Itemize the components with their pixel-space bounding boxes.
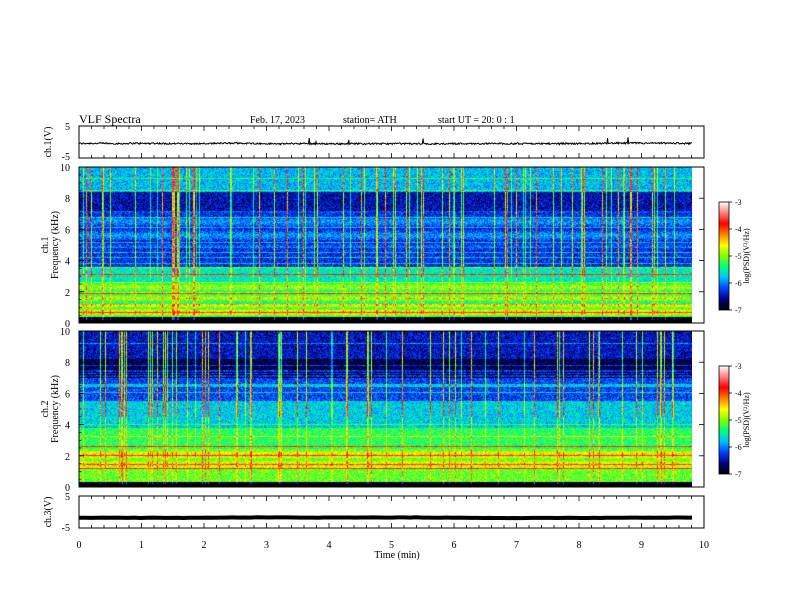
freq-tick-label: 0 <box>65 483 70 494</box>
freq-tick-label: 4 <box>65 421 70 432</box>
colorbar-tick-label: -4 <box>735 389 742 398</box>
ch1-freq-ticks: 0 2 4 6 8 10 <box>60 163 704 330</box>
time-tick-label: 5 <box>389 540 394 551</box>
freq-tick-label: 2 <box>65 288 70 299</box>
ch2-colorbar-label: log(PSD)(V²/Hz) <box>742 392 751 448</box>
ch2-spectrogram-gap <box>692 331 704 487</box>
colorbar-tick-label: -7 <box>735 306 742 315</box>
colorbar-tick-label: -5 <box>735 416 742 425</box>
ch2-colorbar-ticks: -3 -4 -5 -6 -7 <box>729 362 742 479</box>
time-tick-label: 10 <box>699 540 709 551</box>
time-tick-label: 3 <box>264 540 269 551</box>
freq-tick-label: 6 <box>65 389 70 400</box>
freq-tick-label: 0 <box>65 319 70 330</box>
time-tick-label: 7 <box>514 540 519 551</box>
colorbar-tick-label: -4 <box>735 225 742 234</box>
ch1-colorbar-bar <box>718 201 730 311</box>
ch1-spectrogram-panel: 0 2 4 6 8 10 ch.1 Frequency (kHz) <box>40 163 705 330</box>
colorbar-tick-label: -6 <box>735 279 742 288</box>
ch1-freq-label: Frequency (kHz) <box>50 211 61 279</box>
colorbar-tick-label: -3 <box>735 198 742 207</box>
time-tick-label: 4 <box>327 540 332 551</box>
ch1-waveform <box>78 137 693 147</box>
freq-tick-label: 6 <box>65 225 70 236</box>
figure-title: VLF Spectra <box>79 112 141 126</box>
ch3-frame <box>78 495 705 529</box>
ch1-colorbar: -3 -4 -5 -6 -7 log(PSD)(V²/Hz) <box>718 198 751 315</box>
station-label: station= ATH <box>343 115 397 126</box>
colorbar-tick-label: -6 <box>735 443 742 452</box>
time-tick-label: 9 <box>639 540 644 551</box>
ch2-freq-label: Frequency (kHz) <box>50 375 61 443</box>
ch1-tick-top: 5 <box>65 122 70 133</box>
time-tick-label: 1 <box>139 540 144 551</box>
ch2-spectrogram-panel: 0 2 4 6 8 10 ch.2 Frequency (kHz) <box>40 327 705 494</box>
freq-tick-label: 8 <box>65 358 70 369</box>
ch1-spectrogram-holder <box>79 167 692 323</box>
time-tick-label: 0 <box>77 540 82 551</box>
freq-tick-label: 4 <box>65 257 70 268</box>
time-axis-label: Time (min) <box>374 550 419 561</box>
ch1-colorbar-label: log(PSD)(V²/Hz) <box>742 228 751 284</box>
time-axis-tick-labels: 0 1 2 3 4 5 6 7 8 9 10 <box>77 540 710 551</box>
ch2-freq-ticks: 0 2 4 6 8 10 <box>60 327 704 494</box>
ch3-panel: 5 -5 ch.3(V) <box>43 331 705 534</box>
ch3-waveform <box>79 515 692 521</box>
ch1-channel-label: ch.1 <box>40 237 51 254</box>
ch3-xticks <box>78 331 705 528</box>
ch1-tick-bottom: -5 <box>62 152 70 163</box>
colorbar-tick-label: -3 <box>735 362 742 371</box>
ch3-tick-top: 5 <box>65 492 70 503</box>
date-label: Feb. 17, 2023 <box>250 115 305 126</box>
freq-tick-label: 10 <box>60 163 70 174</box>
ch3-tick-bottom: -5 <box>62 523 70 534</box>
ch3-ylabel: ch.3(V) <box>43 497 54 528</box>
colorbar-tick-label: -5 <box>735 252 742 261</box>
start-time-label: start UT = 20: 0 : 1 <box>438 115 515 126</box>
ch1-frame <box>78 125 705 159</box>
time-tick-label: 6 <box>452 540 457 551</box>
colorbar-tick-label: -7 <box>735 470 742 479</box>
ch2-channel-label: ch.2 <box>40 401 51 418</box>
time-tick-label: 8 <box>577 540 582 551</box>
freq-tick-label: 2 <box>65 452 70 463</box>
ch2-colorbar-bar <box>718 365 730 475</box>
ch1-colorbar-ticks: -3 -4 -5 -6 -7 <box>729 198 742 315</box>
ch1-spectrogram-gap <box>692 167 704 323</box>
ch2-colorbar: -3 -4 -5 -6 -7 log(PSD)(V²/Hz) <box>718 362 751 479</box>
ch1-ylabel: ch.1(V) <box>43 127 54 158</box>
freq-tick-label: 8 <box>65 194 70 205</box>
ch1-spectrogram <box>79 167 692 323</box>
freq-tick-label: 10 <box>60 327 70 338</box>
ch2-spectrogram <box>79 331 692 487</box>
ch2-spectrogram-holder <box>79 331 692 487</box>
time-tick-label: 2 <box>202 540 207 551</box>
